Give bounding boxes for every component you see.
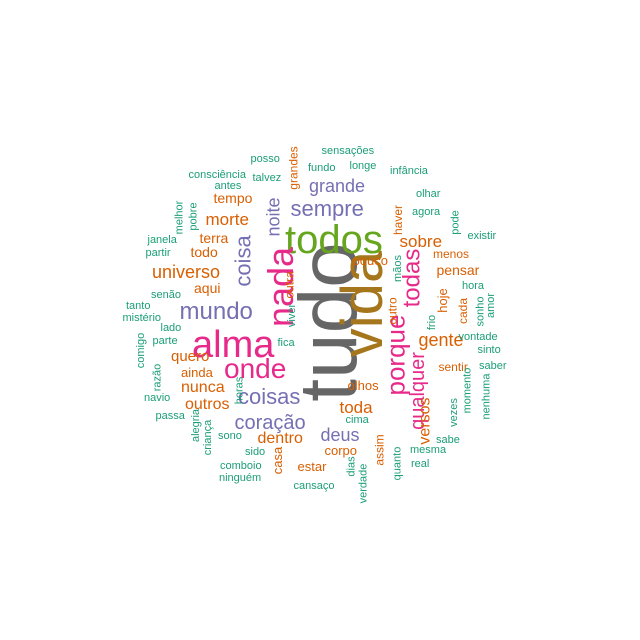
cloud-word: pode bbox=[449, 209, 462, 235]
cloud-word: corpo bbox=[324, 442, 358, 458]
cloud-word: comboio bbox=[220, 459, 262, 472]
cloud-word: real bbox=[411, 457, 430, 470]
cloud-word: hora bbox=[462, 279, 485, 292]
cloud-word: longe bbox=[349, 159, 377, 172]
cloud-word: horas bbox=[233, 376, 246, 404]
cloud-word: dentro bbox=[257, 430, 303, 447]
cloud-word: cansaço bbox=[293, 479, 335, 492]
cloud-word: morte bbox=[205, 209, 249, 229]
cloud-word: grandes bbox=[286, 146, 301, 190]
cloud-word: gente bbox=[418, 330, 464, 350]
cloud-word: pensar bbox=[436, 262, 480, 278]
cloud-word: ainda bbox=[181, 364, 213, 380]
cloud-word: deus bbox=[320, 425, 360, 445]
cloud-word: hoje bbox=[434, 287, 450, 313]
cloud-word: fica bbox=[277, 336, 295, 349]
cloud-word: aqui bbox=[194, 280, 221, 296]
cloud-word: antes bbox=[214, 179, 242, 192]
cloud-word: ninguém bbox=[219, 471, 262, 484]
cloud-word: razão bbox=[151, 363, 164, 391]
cloud-word: todos bbox=[285, 218, 383, 262]
cloud-word: vezes bbox=[447, 397, 460, 427]
cloud-word: consciência bbox=[188, 168, 246, 181]
cloud-word: partir bbox=[145, 246, 171, 259]
cloud-word: porque bbox=[379, 314, 410, 396]
cloud-word: outro bbox=[385, 297, 400, 325]
cloud-word: verdade bbox=[357, 463, 370, 503]
cloud-word: cima bbox=[345, 413, 369, 426]
cloud-word: sempre bbox=[290, 196, 364, 221]
cloud-word: outros bbox=[185, 396, 230, 413]
cloud-word: senão bbox=[151, 288, 181, 301]
cloud-word: grande bbox=[309, 176, 366, 196]
cloud-word: frio bbox=[425, 314, 438, 330]
cloud-word: olhar bbox=[416, 187, 441, 200]
cloud-word: parte bbox=[152, 334, 178, 347]
cloud-word: agora bbox=[412, 205, 441, 218]
cloud-word: comigo bbox=[134, 332, 147, 368]
cloud-word: mãos bbox=[391, 254, 404, 282]
cloud-word: pobre bbox=[187, 201, 200, 231]
cloud-word: pouco bbox=[352, 252, 388, 268]
cloud-word: onde bbox=[224, 353, 287, 384]
cloud-word: coisa bbox=[230, 235, 256, 287]
cloud-word: alma bbox=[192, 324, 275, 366]
cloud-word: janela bbox=[147, 233, 177, 246]
cloud-word: outra bbox=[282, 271, 297, 299]
cloud-word: tempo bbox=[213, 190, 253, 206]
cloud-word: nenhuma bbox=[480, 373, 493, 419]
cloud-word: saber bbox=[479, 359, 507, 372]
cloud-word: sono bbox=[218, 429, 242, 442]
cloud-word: terra bbox=[199, 230, 229, 246]
cloud-word: quanto bbox=[391, 446, 404, 480]
cloud-word: dias bbox=[345, 455, 358, 477]
cloud-word: menos bbox=[433, 247, 470, 261]
cloud-word: fundo bbox=[308, 161, 336, 174]
cloud-word: mundo bbox=[179, 298, 253, 325]
cloud-word: cada bbox=[456, 297, 471, 325]
cloud-word: sabe bbox=[436, 433, 460, 446]
cloud-word: viver bbox=[285, 303, 298, 327]
cloud-word: mesma bbox=[410, 443, 447, 456]
cloud-word: olhos bbox=[347, 377, 379, 393]
cloud-word: coração bbox=[234, 412, 306, 434]
cloud-word: melhor bbox=[173, 200, 186, 234]
cloud-word: sido bbox=[245, 445, 266, 458]
cloud-word: versos bbox=[416, 397, 434, 445]
cloud-word: sentir bbox=[438, 360, 468, 374]
cloud-word: sobre bbox=[399, 231, 443, 251]
cloud-word: assim bbox=[372, 434, 387, 466]
cloud-word: universo bbox=[152, 262, 221, 282]
cloud-word: mistério bbox=[122, 311, 162, 324]
cloud-word: todo bbox=[190, 244, 218, 260]
cloud-word: talvez bbox=[252, 171, 282, 184]
cloud-word: estar bbox=[297, 458, 327, 474]
cloud-word: posso bbox=[250, 152, 280, 165]
cloud-word: existir bbox=[467, 229, 497, 242]
cloud-word: sinto bbox=[477, 343, 501, 356]
cloud-word: toda bbox=[339, 397, 373, 417]
cloud-word: coisas bbox=[238, 384, 301, 409]
cloud-word: nunca bbox=[181, 379, 225, 396]
cloud-word: noite bbox=[263, 197, 284, 237]
cloud-word: navio bbox=[144, 391, 171, 404]
cloud-word: amor bbox=[484, 292, 497, 318]
cloud-word: sensações bbox=[321, 144, 375, 157]
cloud-word: passa bbox=[155, 409, 185, 422]
cloud-word: quero bbox=[171, 347, 210, 365]
cloud-word: haver bbox=[391, 204, 406, 236]
cloud-word: infância bbox=[390, 164, 428, 177]
cloud-word: tanto bbox=[126, 299, 151, 312]
cloud-word: alegria bbox=[189, 408, 202, 442]
cloud-word: casa bbox=[269, 446, 285, 474]
cloud-word: vontade bbox=[458, 330, 498, 343]
cloud-word: lado bbox=[160, 321, 182, 334]
cloud-word: momento bbox=[461, 367, 474, 413]
cloud-word: criança bbox=[201, 419, 214, 455]
